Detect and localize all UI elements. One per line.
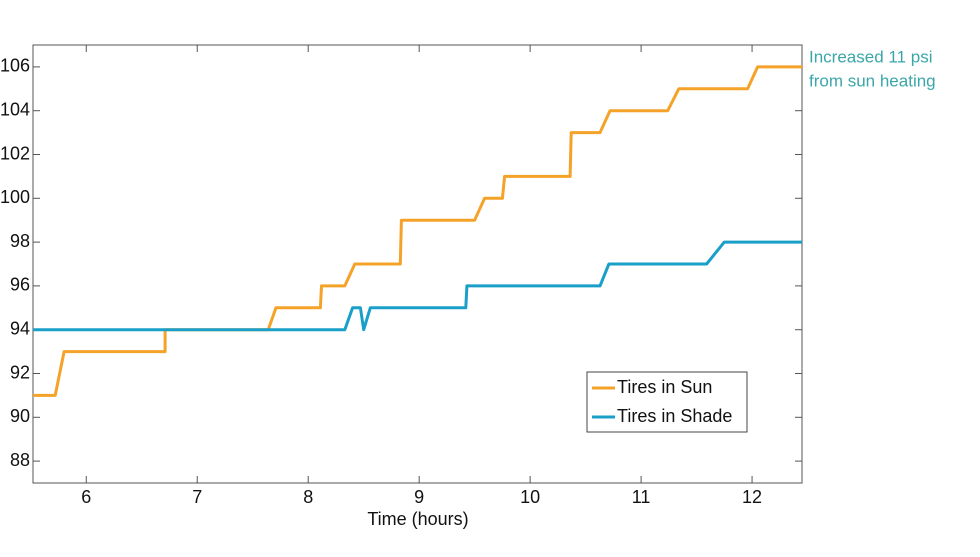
y-tick-label: 98 [10,231,30,251]
x-tick-label: 7 [192,487,202,507]
x-tick-label: 6 [81,487,91,507]
x-tick-label: 8 [303,487,313,507]
x-tick-label: 9 [414,487,424,507]
series-line [33,240,802,332]
y-tick-label: 96 [10,275,30,295]
y-tick-label: 100 [0,187,30,207]
x-tick-label: 10 [520,487,540,507]
y-tick-label: 90 [10,406,30,426]
x-axis-label: Time (hours) [367,509,468,529]
y-tick-label: 88 [10,450,30,470]
y-tick-label: 92 [10,362,30,382]
y-tick-label: 94 [10,318,30,338]
legend-box [586,371,748,433]
annotation: Increased 11 psi [809,47,932,66]
y-tick-label: 106 [0,56,30,76]
x-tick-label: 11 [632,487,651,507]
series-line [33,65,802,397]
annotation: from sun heating [809,71,936,90]
legend-label: Tires in Sun [617,377,712,397]
x-tick-label: 12 [742,487,762,507]
y-tick-label: 102 [0,143,30,163]
legend-label: Tires in Shade [617,406,732,426]
plot-frame [32,44,803,484]
y-tick-label: 104 [0,99,30,119]
